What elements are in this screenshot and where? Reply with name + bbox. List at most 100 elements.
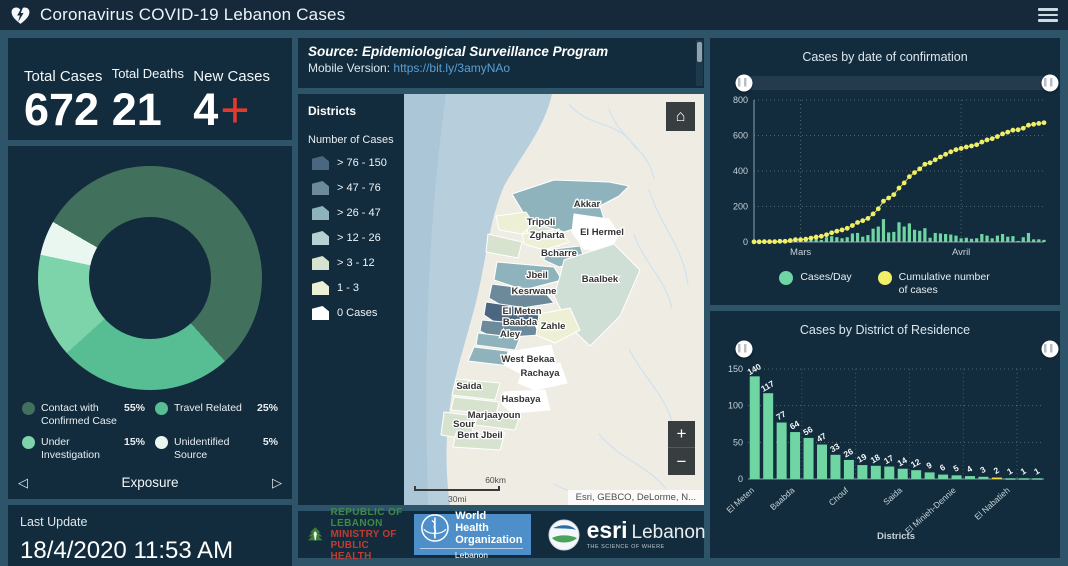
- exposure-donut-chart[interactable]: [38, 166, 262, 390]
- svg-text:18: 18: [869, 452, 882, 466]
- district-label: Marjaayoun: [468, 410, 521, 421]
- svg-text:0: 0: [738, 474, 743, 484]
- district-label: Rachaya: [520, 368, 560, 379]
- district-label: Saida: [456, 381, 482, 392]
- svg-text:9: 9: [924, 460, 933, 471]
- legend-item[interactable]: Travel Related 25%: [155, 402, 278, 428]
- svg-text:1: 1: [1019, 466, 1028, 477]
- svg-text:El Nabatieh: El Nabatieh: [972, 485, 1012, 522]
- stat-total-deaths: Total Deaths 21: [112, 48, 184, 132]
- pager-next-icon[interactable]: ▷: [272, 474, 282, 490]
- svg-text:6: 6: [938, 462, 947, 473]
- district-shapes: [440, 179, 641, 451]
- svg-text:0: 0: [743, 237, 748, 247]
- slider-handle-right[interactable]: ▌▌: [1041, 340, 1059, 358]
- mobile-version-line: Mobile Version: https://bit.ly/3amyNAo: [308, 61, 511, 75]
- confirmation-chart-panel: Cases by date of confirmation ▌▌ ▌▌ 0 200…: [710, 38, 1060, 305]
- source-panel: Source: Epidemiological Surveillance Pro…: [298, 38, 704, 88]
- svg-text:26: 26: [842, 446, 855, 460]
- total-deaths-value: 21: [111, 84, 162, 135]
- svg-text:150: 150: [728, 364, 743, 374]
- slider-handle-right[interactable]: ▌▌: [1041, 74, 1059, 92]
- legend-item[interactable]: Contact with Confirmed Case 55%: [22, 402, 145, 428]
- svg-text:50: 50: [733, 437, 743, 447]
- legend-item[interactable]: Unidentified Source 5%: [155, 436, 278, 462]
- stats-panel: Total Cases 672 Total Deaths 21 New Case…: [8, 38, 292, 140]
- legend-swatch: [312, 231, 329, 245]
- map-canvas[interactable]: Akkar Tripoli Zgharta El Hermel Bcharre Jbeil…: [404, 94, 704, 505]
- source-line: Source: Epidemiological Surveillance Pro…: [308, 44, 609, 59]
- svg-text:56: 56: [801, 424, 814, 438]
- home-button[interactable]: ⌂: [666, 102, 695, 131]
- map-legend-item: > 76 - 150: [312, 156, 398, 170]
- svg-text:77: 77: [774, 409, 787, 423]
- exposure-pager: ◁ Exposure ▷: [8, 467, 292, 499]
- district-label: Baabda: [503, 317, 538, 328]
- svg-text:400: 400: [733, 166, 748, 176]
- plus-icon: +: [220, 81, 250, 138]
- total-deaths-label: Total Deaths: [111, 66, 184, 81]
- svg-text:Saida: Saida: [881, 485, 904, 507]
- district-label: Baalbek: [582, 274, 619, 285]
- district-label: Akkar: [574, 199, 601, 210]
- map-attribution: Esri, GEBCO, DeLorme, N...: [567, 490, 704, 505]
- svg-text:Avril: Avril: [952, 247, 970, 258]
- moph-logo: REPUBLIC OF LEBANON MINISTRY OF PUBLIC H…: [306, 507, 404, 562]
- chart-legend-item[interactable]: Cases/Day: [779, 270, 852, 297]
- cases-by-date-chart[interactable]: 0 200 400 600 800 Mars Avril: [718, 92, 1052, 264]
- menu-icon[interactable]: [1038, 6, 1058, 24]
- slider-handle-left[interactable]: ▌▌: [735, 340, 753, 358]
- district-label: Bent Jbeil: [457, 430, 502, 441]
- pager-title: Exposure: [121, 475, 179, 490]
- svg-text:1: 1: [1005, 466, 1014, 477]
- svg-text:47: 47: [815, 431, 828, 445]
- district-label: Bcharre: [541, 248, 577, 259]
- last-update-value: 18/4/2020 11:53 AM: [20, 536, 234, 564]
- esri-region: Lebanon: [631, 521, 706, 543]
- legend-swatch: [312, 256, 329, 270]
- legend-dot: [22, 436, 35, 450]
- date-range-slider[interactable]: ▌▌ ▌▌: [735, 74, 1059, 92]
- sea: [404, 94, 552, 505]
- svg-text:Districts: Districts: [877, 531, 915, 542]
- page-title: Coronavirus COVID-19 Lebanon Cases: [40, 5, 346, 24]
- map-legend-item: 1 - 3: [312, 281, 398, 295]
- moph-line2: MINISTRY OF PUBLIC HEALTH: [330, 529, 397, 562]
- esri-brand: esri: [586, 516, 628, 543]
- svg-text:5: 5: [951, 463, 960, 474]
- svg-text:2: 2: [992, 465, 1001, 476]
- map-legend-item: 0 Cases: [312, 306, 398, 320]
- svg-text:117: 117: [759, 378, 776, 394]
- new-cases-value: 4 +: [193, 81, 250, 138]
- map-legend-subtitle: Number of Cases: [308, 134, 394, 146]
- slider-handle-left[interactable]: ▌▌: [735, 74, 753, 92]
- partners-panel: REPUBLIC OF LEBANON MINISTRY OF PUBLIC H…: [298, 507, 706, 562]
- district-label: Hasbaya: [501, 394, 541, 405]
- who-line2: Organization: [455, 534, 523, 547]
- scrollbar[interactable]: [696, 40, 703, 86]
- legend-item[interactable]: Under Investigation 15%: [22, 436, 145, 462]
- svg-text:800: 800: [733, 95, 748, 105]
- exposure-panel: Contact with Confirmed Case 55% Travel Rel…: [8, 146, 292, 499]
- svg-text:1: 1: [1032, 466, 1041, 477]
- zoom-out-button[interactable]: −: [668, 448, 695, 475]
- zoom-in-button[interactable]: +: [668, 421, 695, 448]
- svg-text:140: 140: [745, 361, 763, 377]
- mobile-version-link[interactable]: https://bit.ly/3amyNAo: [393, 61, 511, 75]
- district-label: Jbeil: [526, 270, 548, 281]
- svg-text:64: 64: [788, 418, 801, 432]
- legend-swatch: [312, 181, 329, 195]
- district-label: El Meten: [502, 306, 541, 317]
- stat-new-cases: New Cases 4 +: [193, 48, 270, 138]
- confirmation-chart-title: Cases by date of confirmation: [802, 50, 968, 64]
- svg-text:Baabda: Baabda: [768, 485, 797, 512]
- legend-swatch: [312, 206, 329, 220]
- chart-legend-item[interactable]: Cumulative number of cases: [877, 270, 991, 297]
- map-legend-item: > 12 - 26: [312, 231, 398, 245]
- legend-dot: [155, 402, 168, 415]
- scale-bar: 60km 30mi: [414, 475, 506, 504]
- pager-prev-icon[interactable]: ◁: [18, 474, 28, 490]
